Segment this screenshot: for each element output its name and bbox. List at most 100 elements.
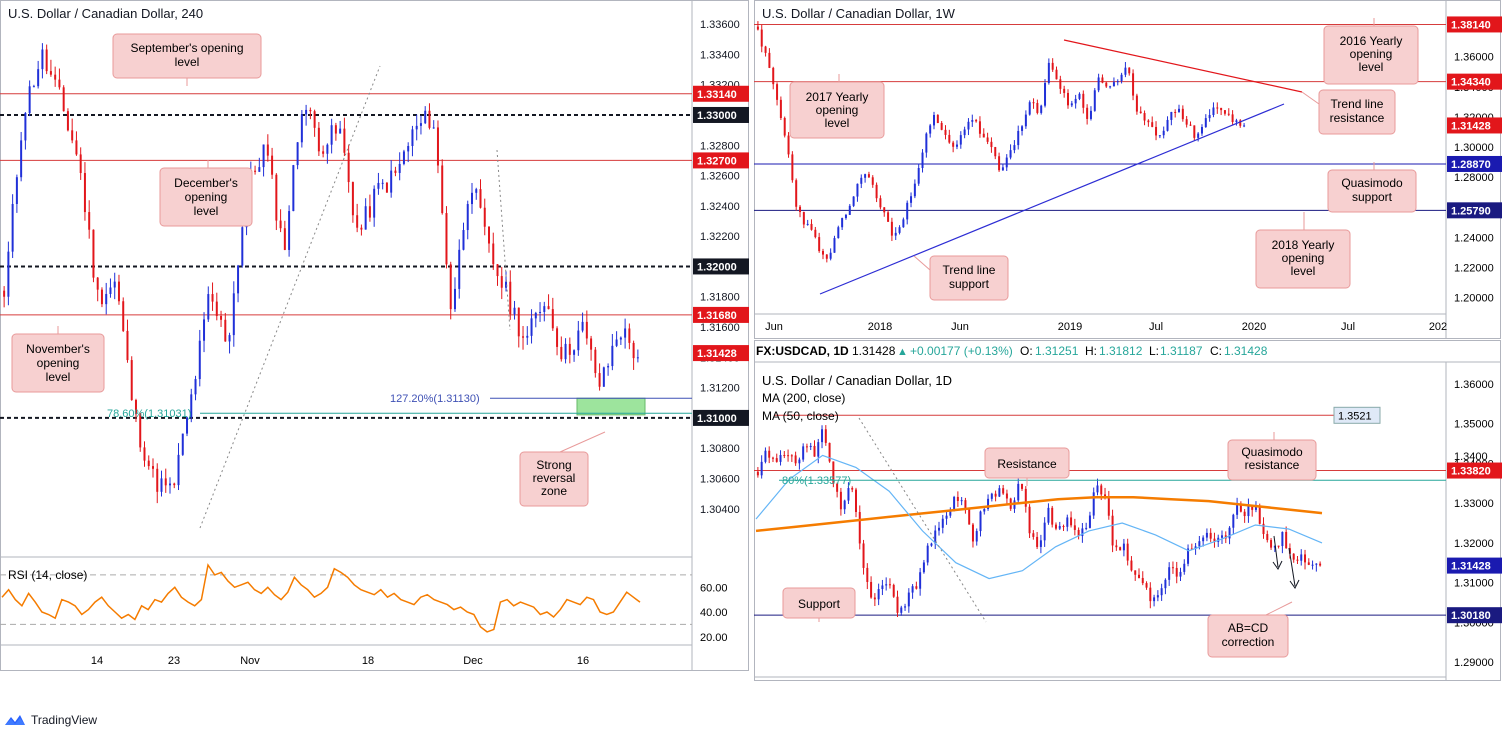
current-price-label: 1.31428 xyxy=(1451,120,1491,132)
candle xyxy=(772,67,775,85)
candle xyxy=(810,223,813,230)
support-callout: Support xyxy=(782,587,856,622)
candle xyxy=(1043,522,1046,541)
weekly-chart[interactable]: 1.380001.360001.340001.320001.300001.280… xyxy=(754,0,1502,340)
daily-chart-title: U.S. Dollar / Canadian Dollar, 1D xyxy=(762,373,952,388)
candle xyxy=(936,114,939,123)
candle xyxy=(220,315,223,320)
candle xyxy=(1193,125,1196,138)
daily-chart[interactable]: FX:USDCAD, 1D 1.31428 ▲ +0.00177 (+0.13%… xyxy=(754,340,1502,682)
resistance-callout: Resistance xyxy=(984,447,1070,486)
candle xyxy=(590,338,593,350)
symbol-bar: FX:USDCAD, 1D 1.31428 ▲ +0.00177 (+0.13%… xyxy=(756,344,1268,358)
candle xyxy=(211,294,214,302)
candle xyxy=(787,455,790,457)
candle xyxy=(598,373,601,387)
candle xyxy=(1063,88,1066,93)
candle xyxy=(821,251,824,255)
candle xyxy=(436,127,439,166)
candle xyxy=(1231,114,1234,122)
candle xyxy=(1183,563,1186,572)
candle xyxy=(568,343,571,355)
candle xyxy=(177,454,180,486)
x-tick-label: Jul xyxy=(1341,321,1355,333)
candle xyxy=(143,447,146,461)
candle xyxy=(998,156,1001,171)
candle xyxy=(1074,98,1077,104)
candle xyxy=(360,227,363,230)
candle xyxy=(66,111,69,131)
trend-line-resistance-callout: Trend line resistance xyxy=(1301,89,1396,135)
candle xyxy=(929,125,932,134)
candle xyxy=(232,293,235,336)
candle xyxy=(1227,113,1230,115)
candle xyxy=(938,527,941,531)
candle xyxy=(1073,525,1076,530)
price-level-label: 1.28870 xyxy=(1451,159,1491,171)
candle xyxy=(560,346,563,360)
candle xyxy=(1001,167,1004,171)
candle xyxy=(760,461,763,476)
candle xyxy=(407,146,410,152)
price-level-tag xyxy=(1333,406,1381,424)
candle xyxy=(817,442,820,457)
candle xyxy=(825,254,828,259)
y-tick-label: 1.32200 xyxy=(700,231,740,243)
candle xyxy=(858,512,861,544)
candle xyxy=(1077,529,1080,537)
candle xyxy=(907,592,910,607)
candle xyxy=(15,177,18,204)
candle xyxy=(1005,493,1008,499)
candle xyxy=(1028,506,1031,534)
candle xyxy=(573,350,576,355)
candle xyxy=(1171,567,1174,569)
candle xyxy=(513,307,516,315)
rsi-y-tick: 20.00 xyxy=(700,632,728,644)
callout-text-line-2: opening xyxy=(185,190,228,204)
candle xyxy=(1096,485,1099,493)
candle xyxy=(556,328,559,347)
x-tick-label: 2018 xyxy=(868,321,892,333)
callout-text-line-1: Strong xyxy=(536,458,571,472)
candle xyxy=(964,500,967,509)
candle xyxy=(1078,93,1081,99)
fib-127-label: 127.20%(1.31130) xyxy=(390,393,480,405)
candle xyxy=(1205,532,1208,538)
tradingview-footer[interactable]: TradingView xyxy=(4,710,97,730)
candle xyxy=(505,281,508,288)
price-level-tag xyxy=(1447,16,1502,33)
candle xyxy=(100,289,103,305)
candle xyxy=(122,301,125,331)
tradingview-logo-icon xyxy=(5,715,25,725)
candle xyxy=(1243,511,1246,517)
h4-chart[interactable]: 127.20%(1.31130) 78.60%(1.31031) 1.33600 1… xyxy=(0,0,750,708)
candle xyxy=(1066,517,1069,527)
candle xyxy=(987,498,990,509)
candle xyxy=(881,585,884,590)
candle xyxy=(1143,113,1146,121)
candle xyxy=(517,307,520,337)
2018-yearly-opening-level-callout: 2018 Yearly opening level xyxy=(1255,212,1351,289)
projection-line xyxy=(858,417,987,623)
candle xyxy=(1162,130,1165,136)
abcd-correction-callout: AB=CD correction xyxy=(1207,601,1293,658)
candle xyxy=(228,335,231,342)
candle xyxy=(1112,82,1115,87)
price-level-tag xyxy=(1447,462,1502,479)
candle xyxy=(1202,537,1205,542)
candle xyxy=(1070,517,1073,526)
candle xyxy=(818,237,821,252)
callout-text-line-1: 2017 Yearly xyxy=(806,90,869,104)
candle xyxy=(198,340,201,380)
candle xyxy=(1292,553,1295,560)
candle xyxy=(885,584,888,586)
candle xyxy=(1070,103,1073,106)
callout-text-line-1: Trend line xyxy=(943,263,996,277)
callout-text-line-3: level xyxy=(825,116,850,130)
candle xyxy=(829,252,832,259)
price-level-tag xyxy=(693,106,749,123)
candle xyxy=(848,205,851,215)
candle xyxy=(919,572,922,589)
open-value: 1.31251 xyxy=(1035,344,1079,358)
candle xyxy=(1168,567,1171,580)
